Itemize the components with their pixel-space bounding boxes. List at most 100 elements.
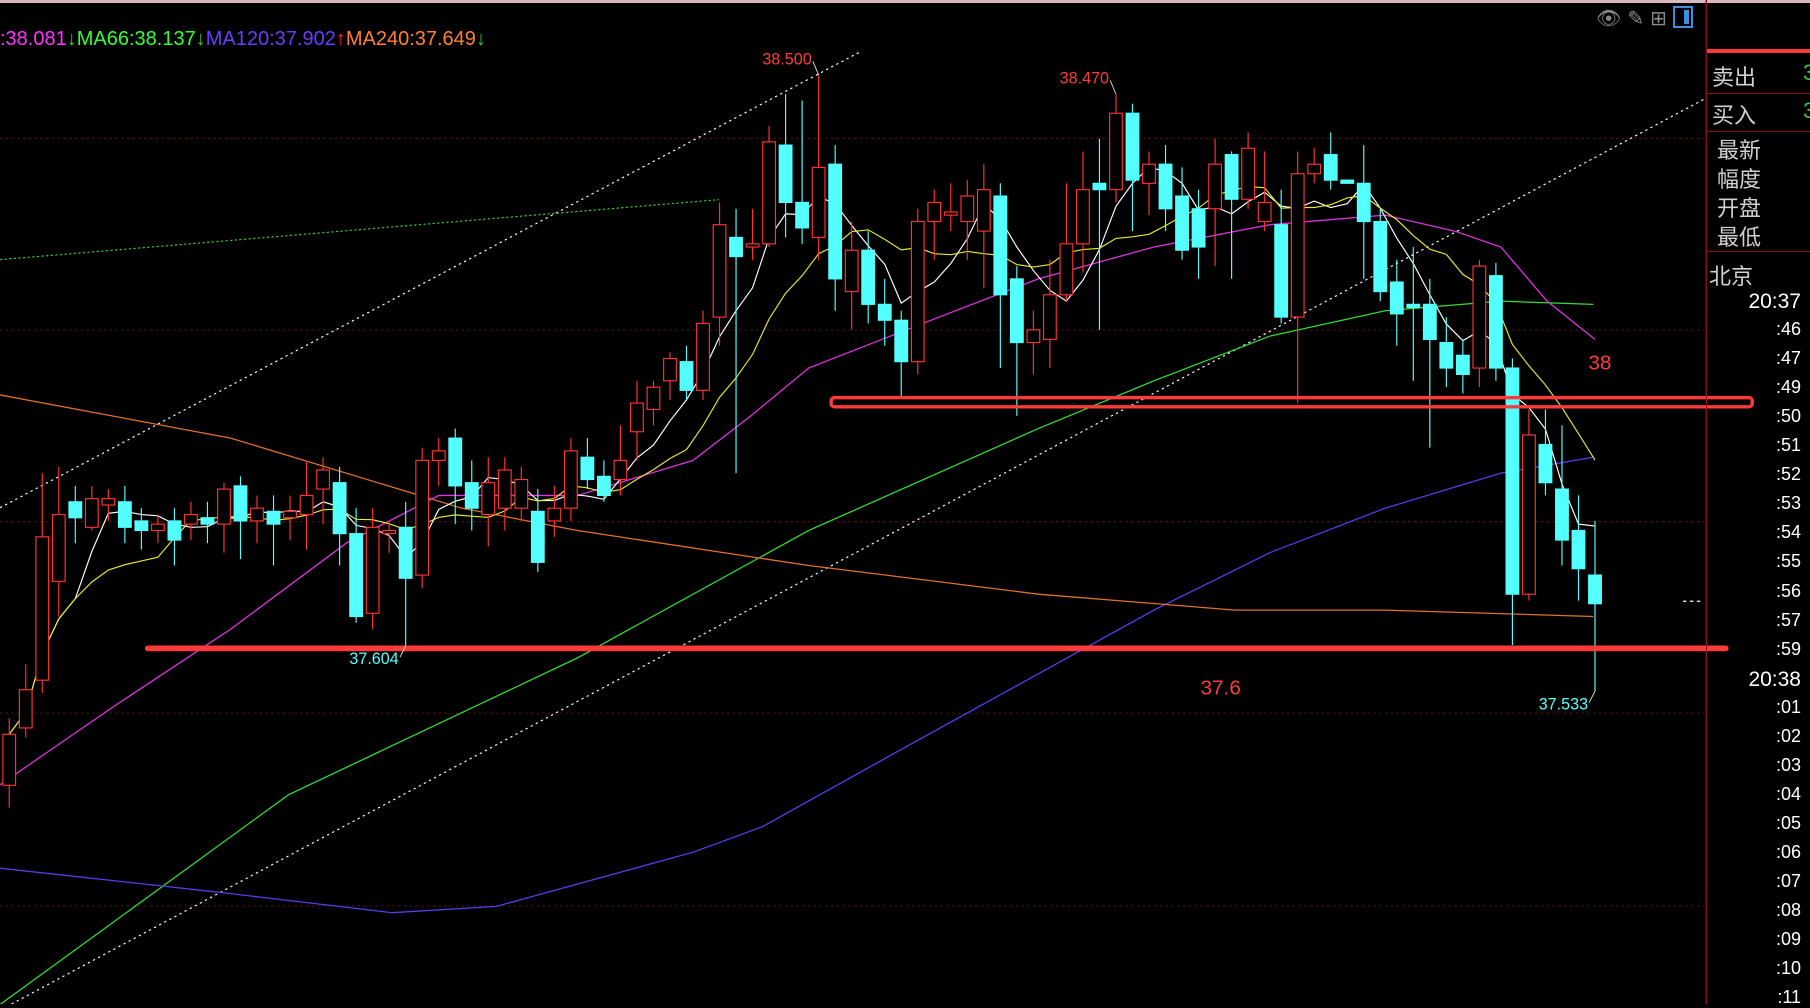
candle-body: [762, 141, 777, 245]
chart-toolbar: 👁︎ ✎ ⊞: [1596, 6, 1693, 31]
timezone-label: 北京: [1709, 264, 1754, 289]
time-label: 20:38: [1748, 667, 1801, 691]
candle-body: [250, 507, 264, 522]
candle-body: [415, 459, 430, 576]
candle-body: [646, 386, 661, 411]
candle-body: [1142, 163, 1156, 184]
candle-body: [1373, 220, 1388, 293]
time-label: :56: [1775, 580, 1801, 601]
candle-body: [1059, 243, 1074, 296]
time-label: :10: [1775, 958, 1801, 979]
candle-body: [1406, 303, 1421, 309]
candle-body: [976, 189, 991, 232]
candle-body: [1472, 265, 1487, 369]
field-open: 开盘: [1717, 196, 1762, 221]
candle-body: [217, 488, 231, 525]
candle-body: [1109, 112, 1123, 191]
window-top-border: [0, 0, 1810, 3]
support-label: 37.6: [1201, 677, 1241, 700]
annotation-arrow: [1109, 80, 1117, 95]
candle-body: [1224, 154, 1239, 200]
time-label: :03: [1775, 754, 1801, 775]
candle-body: [1009, 278, 1024, 344]
grid-icon[interactable]: ⊞: [1650, 8, 1667, 30]
field-amplitude: 幅度: [1717, 167, 1762, 192]
buy-label: 买入: [1712, 103, 1757, 128]
candle-body: [1026, 329, 1041, 344]
price-annotation: 38.470: [1060, 70, 1109, 88]
panel-accent-bar: [1707, 49, 1810, 53]
time-label: :11: [1777, 987, 1801, 1008]
candle-body: [1455, 354, 1470, 375]
candle-body: [184, 513, 198, 525]
candle-body: [167, 520, 182, 541]
candle-body: [349, 533, 364, 618]
time-label: :59: [1775, 638, 1801, 659]
candle-body: [35, 536, 50, 681]
candle-body: [464, 482, 479, 509]
candle-body: [1042, 294, 1057, 340]
candle-body: [2, 733, 17, 786]
candle-body: [200, 517, 215, 525]
price-annotation: 38.500: [762, 51, 811, 69]
candle-body: [150, 523, 165, 532]
candle-body: [283, 510, 297, 519]
divider: [1707, 251, 1810, 252]
candle-body: [266, 510, 281, 525]
time-label: :51: [1775, 435, 1801, 456]
divider: [1707, 131, 1810, 132]
time-label: :50: [1775, 406, 1801, 427]
candle-body: [844, 249, 859, 293]
resistance-box: [829, 395, 1755, 409]
candle-body: [1175, 195, 1189, 251]
candle-body: [993, 195, 1008, 296]
candle-body: [1307, 163, 1322, 175]
candle-body: [910, 220, 925, 363]
ma66-line: [0, 300, 1594, 1004]
candle-body: [795, 201, 810, 229]
price-annotation: 37.533: [1539, 695, 1588, 713]
time-label: 20:37: [1748, 290, 1801, 313]
candle-body: [580, 456, 595, 481]
candle-body: [1488, 275, 1503, 369]
panel-icon[interactable]: [1672, 6, 1693, 28]
ma10-line: [8, 185, 1596, 735]
candle-body: [1522, 434, 1536, 595]
candle-body: [134, 520, 149, 532]
time-label: :08: [1775, 900, 1801, 921]
legend-ma120: MA120:37.902↑: [205, 28, 346, 50]
candle-body: [316, 469, 331, 490]
candle-body: [514, 478, 529, 509]
time-label: :47: [1775, 348, 1801, 369]
ma-legend: :38.081↓MA66:38.137↓MA120:37.902↑MA240:3…: [0, 28, 486, 51]
candle-body: [1125, 112, 1140, 181]
sell-label: 卖出: [1712, 65, 1757, 90]
time-label: :54: [1775, 522, 1801, 543]
candle-body: [877, 303, 892, 321]
pencil-icon[interactable]: ✎: [1627, 8, 1645, 30]
candle-body: [696, 322, 710, 391]
candle-body: [1588, 574, 1602, 605]
candle-body: [1538, 443, 1553, 484]
candle-body: [1290, 173, 1305, 318]
candle-body: [1389, 281, 1404, 315]
candle-body: [861, 249, 876, 305]
candle-body: [233, 485, 248, 522]
eye-slash-icon[interactable]: 👁︎: [1596, 8, 1622, 30]
candle-body: [563, 450, 578, 509]
candle-body: [1158, 163, 1173, 210]
time-label: :55: [1775, 551, 1801, 572]
candle-body: [943, 211, 958, 216]
resistance-label: 38: [1588, 351, 1611, 374]
ma240-line: [0, 394, 1594, 618]
candle-body: [51, 513, 66, 583]
candle-body: [365, 526, 380, 614]
time-label: :53: [1775, 493, 1801, 514]
candle-body: [481, 482, 496, 516]
ma20-line: [0, 214, 1596, 786]
candle-body: [382, 529, 397, 535]
candle-body: [712, 224, 727, 318]
candle-body: [530, 510, 545, 563]
candle-body: [596, 475, 611, 497]
